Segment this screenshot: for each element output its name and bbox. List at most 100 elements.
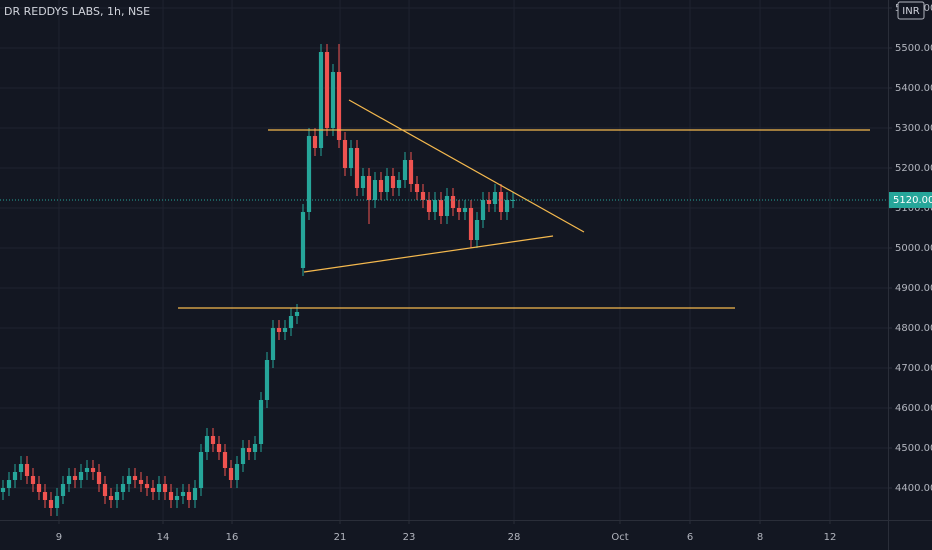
candle [444, 188, 450, 224]
trendline [348, 99, 585, 233]
candle [354, 140, 360, 196]
candle [318, 44, 324, 156]
candle [300, 204, 306, 276]
candle-body [372, 180, 378, 200]
candle-body [486, 200, 492, 204]
candle [384, 168, 390, 200]
candle [408, 152, 414, 192]
candle-body [6, 480, 12, 488]
candle [390, 168, 396, 196]
candle-body [24, 464, 30, 476]
candle-body [498, 192, 504, 212]
candle-body [390, 176, 396, 188]
candle-body [402, 160, 408, 180]
candle [228, 460, 234, 488]
candle [72, 468, 78, 488]
candle [78, 464, 84, 488]
y-tick-label: 4600.00 [895, 403, 932, 414]
candle [462, 200, 468, 220]
candle [234, 456, 240, 488]
candle-body [66, 476, 72, 484]
candle-body [96, 472, 102, 484]
x-tick-label: 8 [757, 532, 763, 543]
candle [258, 392, 264, 452]
candle-body [246, 448, 252, 452]
candle-body [144, 484, 150, 488]
candle [198, 444, 204, 496]
candle-body [444, 196, 450, 216]
candle [366, 168, 372, 224]
candle-body [330, 72, 336, 128]
x-tick-label: 9 [56, 532, 62, 543]
candle-body [276, 328, 282, 332]
candle [48, 492, 54, 516]
candle-body [414, 184, 420, 192]
candle-body [396, 180, 402, 188]
x-tick-label: Oct [611, 532, 628, 543]
candle [246, 440, 252, 460]
candle [150, 480, 156, 500]
last-price-label: 5120.00 [893, 195, 932, 206]
candle-body [438, 200, 444, 216]
candle-body [228, 468, 234, 480]
currency-badge[interactable] [897, 1, 925, 20]
candle [438, 192, 444, 224]
candle-body [474, 220, 480, 240]
candle [126, 468, 132, 492]
y-tick-label: 4900.00 [895, 283, 932, 294]
candle [108, 488, 114, 508]
candle-body [114, 492, 120, 500]
candle [336, 44, 342, 148]
candle-body [78, 472, 84, 480]
candle-body [42, 492, 48, 500]
candle [138, 472, 144, 492]
candle-body [420, 192, 426, 200]
trendline [303, 235, 554, 273]
candle [174, 488, 180, 508]
candle [252, 436, 258, 460]
candle-body [120, 484, 126, 492]
candle-body [318, 52, 324, 148]
candle [426, 192, 432, 220]
x-tick-label: 14 [157, 532, 170, 543]
candle-body [84, 468, 90, 472]
candle [264, 352, 270, 408]
y-tick-label: 4400.00 [895, 483, 932, 494]
candle [90, 460, 96, 480]
candle [96, 464, 102, 492]
candle [30, 468, 36, 492]
candle-body [480, 200, 486, 220]
candle-body [72, 476, 78, 480]
candle [324, 44, 330, 136]
candle [210, 428, 216, 452]
candle-body [426, 200, 432, 212]
candle-body [240, 448, 246, 464]
candle-body [258, 400, 264, 444]
candle [132, 468, 138, 488]
candle-body [216, 444, 222, 452]
candle-body [54, 496, 60, 508]
candle-body [180, 492, 186, 496]
candle-body [60, 484, 66, 496]
candle-body [198, 452, 204, 488]
candle-body [162, 484, 168, 492]
candle-body [252, 444, 258, 452]
candle-body [36, 484, 42, 492]
candle [498, 184, 504, 220]
x-tick-label: 6 [687, 532, 693, 543]
candle [192, 480, 198, 508]
candle [204, 428, 210, 460]
last-price-box [889, 192, 932, 208]
candle-body [192, 488, 198, 500]
candle [288, 308, 294, 336]
candle-body [204, 436, 210, 452]
currency-label[interactable]: INR [902, 6, 919, 17]
candle [36, 476, 42, 500]
candle-body [222, 452, 228, 468]
candle-body [378, 180, 384, 192]
candle [342, 132, 348, 176]
candle [216, 436, 222, 460]
candle [312, 128, 318, 156]
candle [156, 476, 162, 500]
